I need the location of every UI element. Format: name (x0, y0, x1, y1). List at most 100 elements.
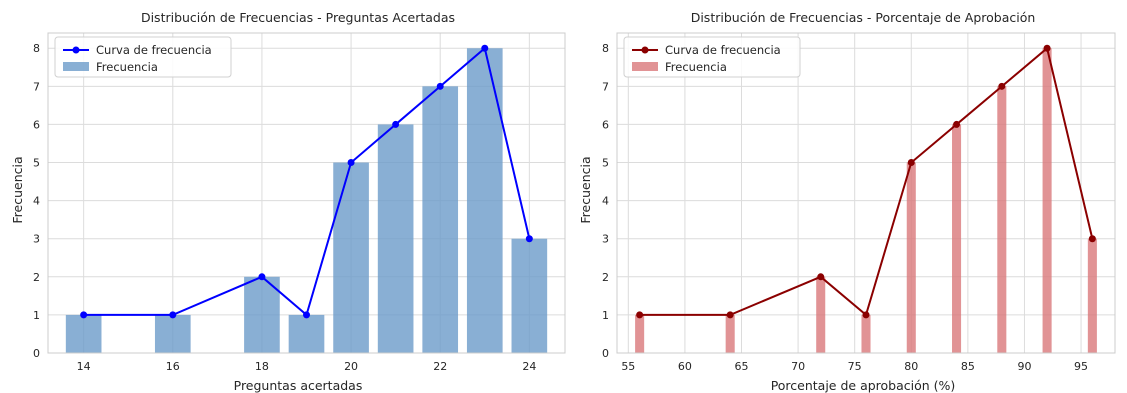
legend-label: Curva de frecuencia (96, 43, 212, 57)
y-tick-label: 2 (602, 271, 609, 284)
x-tick-label: 90 (1017, 360, 1031, 373)
frequency-bar (1042, 48, 1052, 353)
frequency-point (726, 311, 734, 319)
y-tick-label: 1 (602, 309, 609, 322)
tick-labels: 14 16 18 20 22 24 0 1 2 3 4 5 6 7 8 (33, 42, 536, 373)
frequency-bar (511, 238, 548, 353)
legend: Curva de frecuencia Frecuencia (54, 36, 232, 78)
y-tick-label: 4 (602, 195, 609, 208)
bars (65, 48, 548, 353)
frequency-bar (725, 314, 735, 353)
frequency-bar (952, 124, 962, 353)
frequency-point (1043, 44, 1051, 52)
frequency-bar (154, 314, 191, 353)
y-axis-label: Frecuencia (578, 156, 593, 223)
plot-frame (47, 32, 566, 354)
frequency-bar (861, 314, 871, 353)
x-tick-label: 14 (77, 360, 91, 373)
x-tick-label: 18 (255, 360, 269, 373)
legend-bar-swatch (632, 62, 658, 71)
x-axis-label: Preguntas acertadas (234, 378, 363, 393)
frequency-point (907, 159, 915, 167)
y-tick-label: 5 (33, 157, 40, 170)
frequency-point (347, 159, 355, 167)
frequency-bar (244, 276, 280, 353)
y-tick-label: 8 (33, 42, 40, 55)
y-tick-label: 3 (602, 233, 609, 246)
x-tick-label: 70 (791, 360, 805, 373)
y-tick-label: 8 (602, 42, 609, 55)
frequency-bar (906, 162, 916, 353)
legend-box (54, 36, 232, 78)
frequency-point (998, 82, 1006, 90)
y-tick-label: 6 (602, 118, 609, 131)
x-tick-label: 75 (848, 360, 862, 373)
x-tick-label: 85 (961, 360, 975, 373)
y-tick-label: 7 (33, 80, 40, 93)
frequency-point (525, 235, 533, 243)
x-tick-label: 95 (1074, 360, 1088, 373)
frequency-bar (997, 86, 1007, 353)
x-tick-label: 22 (433, 360, 447, 373)
frequency-curve (636, 44, 1096, 319)
legend-label: Curva de frecuencia (665, 43, 781, 57)
y-tick-label: 4 (33, 195, 40, 208)
frequency-bar (1087, 238, 1097, 353)
y-tick-label: 2 (33, 271, 40, 284)
frequency-point (436, 82, 444, 90)
chart-preguntas-acertadas: Distribución de Frecuencias - Preguntas … (10, 10, 566, 393)
frequency-point (169, 311, 177, 319)
frequency-point (80, 311, 88, 319)
frequency-point (636, 311, 644, 319)
legend-marker (641, 46, 649, 54)
frequency-bar (65, 314, 102, 353)
bars (635, 48, 1097, 353)
y-tick-label: 7 (602, 80, 609, 93)
y-axis-label: Frecuencia (10, 156, 25, 223)
chart-title: Distribución de Frecuencias - Porcentaje… (691, 10, 1036, 25)
y-tick-label: 6 (33, 118, 40, 131)
legend-box (623, 36, 801, 78)
frequency-point (1088, 235, 1096, 243)
y-tick-label: 0 (33, 347, 40, 360)
frequency-point (303, 311, 310, 319)
plot-frame (616, 32, 1116, 354)
frequency-bar (635, 314, 645, 353)
frequency-bar (377, 124, 414, 353)
chart-title: Distribución de Frecuencias - Preguntas … (141, 10, 455, 25)
frequency-point (817, 273, 825, 281)
x-tick-label: 24 (522, 360, 536, 373)
legend-label: Frecuencia (96, 60, 158, 74)
x-tick-label: 65 (735, 360, 749, 373)
frequency-bar (816, 276, 826, 353)
y-tick-label: 1 (33, 309, 40, 322)
frequency-curve (80, 44, 533, 319)
y-tick-label: 5 (602, 157, 609, 170)
x-tick-label: 60 (678, 360, 692, 373)
x-tick-label: 55 (621, 360, 635, 373)
legend-label: Frecuencia (665, 60, 727, 74)
tick-labels: 55 60 65 70 75 80 85 90 95 0 1 2 3 4 5 6 7 8 (602, 42, 1088, 373)
y-tick-label: 3 (33, 233, 40, 246)
legend-bar-swatch (63, 62, 89, 71)
y-tick-label: 0 (602, 347, 609, 360)
x-tick-label: 80 (904, 360, 918, 373)
frequency-point (481, 44, 489, 52)
x-tick-label: 20 (344, 360, 358, 373)
frequency-bar (288, 314, 325, 353)
frequency-bar (422, 86, 459, 353)
frequency-point (953, 120, 961, 128)
frequency-bar (333, 162, 369, 353)
frequency-bar (466, 48, 503, 353)
frequency-point (392, 120, 400, 128)
legend-marker (72, 46, 80, 54)
x-axis-label: Porcentaje de aprobación (%) (771, 378, 956, 393)
x-tick-label: 16 (166, 360, 180, 373)
frequency-point (862, 311, 870, 319)
frequency-line (83, 46, 531, 317)
legend: Curva de frecuencia Frecuencia (623, 36, 801, 78)
frequency-point (258, 273, 266, 281)
grid-lines (617, 33, 1115, 354)
chart-porcentaje-aprobacion: Distribución de Frecuencias - Porcentaje… (578, 10, 1116, 393)
